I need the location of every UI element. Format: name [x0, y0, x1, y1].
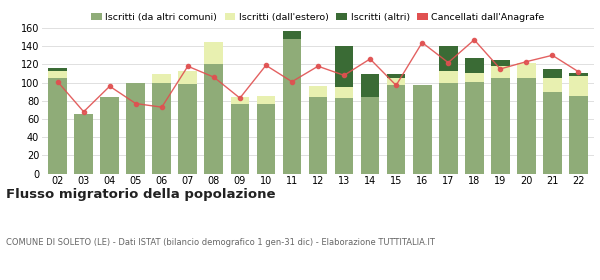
Bar — [178, 85, 197, 174]
Bar — [308, 97, 328, 174]
Bar — [283, 39, 301, 174]
Bar — [517, 63, 536, 78]
Bar — [100, 97, 119, 174]
Bar — [74, 115, 93, 174]
Bar — [465, 82, 484, 174]
Bar — [48, 68, 67, 71]
Bar — [413, 85, 431, 174]
Bar — [465, 58, 484, 73]
Bar — [283, 31, 301, 39]
Bar — [178, 71, 197, 85]
Bar — [230, 104, 249, 174]
Bar — [127, 83, 145, 174]
Bar — [361, 97, 379, 174]
Bar — [257, 104, 275, 174]
Bar — [569, 76, 588, 96]
Bar — [543, 78, 562, 92]
Bar — [308, 86, 328, 97]
Bar — [439, 46, 458, 71]
Bar — [517, 78, 536, 174]
Bar — [569, 96, 588, 174]
Bar — [152, 74, 171, 83]
Bar — [387, 74, 406, 78]
Text: COMUNE DI SOLETO (LE) - Dati ISTAT (bilancio demografico 1 gen-31 dic) - Elabora: COMUNE DI SOLETO (LE) - Dati ISTAT (bila… — [6, 238, 435, 247]
Bar — [543, 69, 562, 78]
Bar — [230, 97, 249, 104]
Bar — [387, 78, 406, 85]
Bar — [335, 46, 353, 87]
Bar — [491, 78, 509, 174]
Bar — [48, 78, 67, 174]
Bar — [48, 71, 67, 78]
Bar — [439, 71, 458, 83]
Bar — [335, 87, 353, 98]
Bar — [569, 74, 588, 76]
Text: Flusso migratorio della popolazione: Flusso migratorio della popolazione — [6, 188, 275, 200]
Bar — [465, 73, 484, 82]
Bar — [335, 98, 353, 174]
Bar — [205, 42, 223, 64]
Bar — [543, 92, 562, 174]
Bar — [205, 64, 223, 174]
Bar — [491, 60, 509, 66]
Bar — [361, 74, 379, 97]
Bar — [387, 85, 406, 174]
Bar — [439, 83, 458, 174]
Bar — [491, 66, 509, 78]
Bar — [257, 96, 275, 104]
Legend: Iscritti (da altri comuni), Iscritti (dall'estero), Iscritti (altri), Cancellati: Iscritti (da altri comuni), Iscritti (da… — [91, 13, 545, 22]
Bar — [152, 83, 171, 174]
